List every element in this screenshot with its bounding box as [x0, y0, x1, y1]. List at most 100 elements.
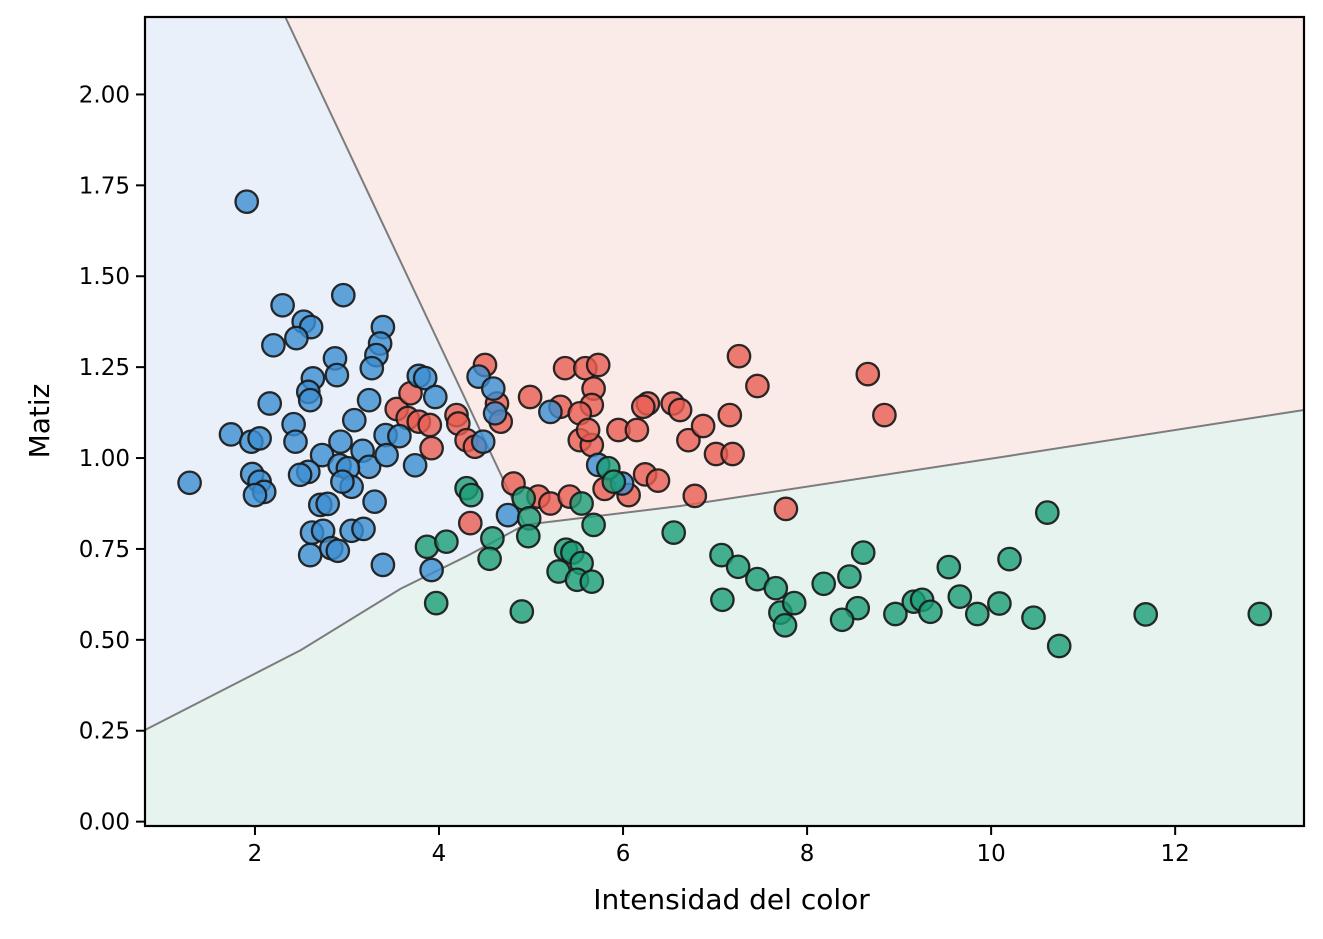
data-point-clase-azul — [270, 292, 295, 318]
data-point-clase-verde — [601, 469, 627, 495]
x-axis-label: Intensidad del color — [0, 886, 1323, 914]
y-tick-label: 1.00 — [79, 446, 130, 472]
data-point-clase-roja — [745, 373, 770, 399]
data-point-clase-roja — [855, 361, 881, 387]
x-axis-label-text: Intensidad del color — [593, 883, 870, 916]
data-point-clase-azul — [402, 452, 428, 478]
data-point-clase-azul — [480, 376, 506, 401]
data-point-clase-verde — [997, 546, 1022, 572]
data-point-clase-verde — [423, 590, 449, 616]
data-point-clase-verde — [1046, 633, 1072, 659]
y-tick-label: 0.75 — [79, 537, 130, 563]
data-point-clase-roja — [690, 413, 716, 439]
x-tick-label: 8 — [800, 841, 815, 867]
y-tick-label: 1.75 — [79, 173, 130, 199]
data-point-clase-roja — [630, 394, 656, 420]
data-point-clase-verde — [477, 546, 502, 572]
data-point-clase-verde — [661, 520, 687, 545]
data-point-clase-verde — [710, 587, 735, 613]
x-tick-label: 6 — [616, 841, 631, 867]
data-point-clase-azul — [177, 470, 202, 496]
data-point-clase-azul — [359, 355, 385, 381]
data-point-clase-azul — [283, 429, 308, 455]
x-tick-label: 10 — [976, 841, 1005, 867]
y-tick-label: 1.50 — [79, 264, 130, 290]
data-point-clase-verde — [579, 569, 605, 595]
data-point-clase-verde — [480, 526, 505, 551]
frontera-roja-verde — [524, 409, 1305, 526]
data-point-clase-verde — [1247, 601, 1273, 627]
data-point-clase-roja — [552, 355, 578, 381]
data-point-clase-verde — [987, 591, 1012, 616]
data-point-clase-verde — [458, 482, 484, 508]
x-tick-label: 4 — [432, 841, 447, 867]
y-tick-label: 2.00 — [79, 82, 130, 108]
y-tick-label: 1.25 — [79, 355, 130, 381]
data-point-clase-azul — [470, 429, 496, 455]
data-point-clase-azul — [422, 384, 448, 410]
x-tick-label: 2 — [248, 841, 263, 867]
data-point-clase-azul — [297, 387, 323, 413]
y-tick-label: 0.00 — [79, 810, 130, 836]
data-point-clase-verde — [772, 612, 798, 638]
data-point-clase-azul — [482, 400, 508, 426]
data-point-clase-verde — [781, 590, 807, 616]
data-point-clase-azul — [325, 538, 351, 564]
data-point-clase-azul — [412, 365, 438, 391]
data-point-clase-verde — [850, 540, 876, 565]
data-point-clase-verde — [709, 542, 734, 568]
data-point-clase-azul — [374, 442, 399, 468]
data-point-clase-verde — [837, 564, 862, 589]
data-point-clase-azul — [351, 516, 376, 542]
data-point-clase-verde — [725, 554, 751, 580]
data-point-clase-azul — [242, 482, 268, 508]
x-tick-label: 12 — [1161, 841, 1190, 867]
data-point-clase-roja — [575, 417, 601, 443]
data-point-clase-roja — [645, 468, 671, 493]
data-point-clase-azul — [341, 407, 367, 433]
data-point-clase-verde — [569, 491, 594, 516]
data-point-clase-roja — [720, 441, 745, 467]
data-point-clase-roja — [773, 496, 799, 522]
data-point-clase-roja — [417, 412, 443, 438]
data-point-clase-azul — [356, 387, 382, 413]
data-point-clase-verde — [515, 523, 541, 549]
data-point-clase-verde — [947, 584, 973, 609]
data-point-clase-roja — [624, 417, 650, 443]
data-point-clase-azul — [330, 282, 356, 308]
data-point-clase-verde — [829, 607, 855, 633]
data-point-clase-azul — [387, 423, 412, 449]
data-point-clase-azul — [257, 391, 283, 416]
data-point-clase-verde — [883, 601, 908, 627]
data-point-clase-roja — [717, 402, 743, 428]
data-point-clase-roja — [667, 397, 693, 423]
data-point-clase-azul — [538, 399, 563, 425]
data-point-clase-azul — [218, 422, 244, 447]
data-point-clase-azul — [284, 325, 309, 351]
data-point-clase-azul — [315, 491, 341, 517]
data-point-clase-verde — [509, 599, 535, 624]
data-point-clase-azul — [261, 332, 286, 358]
data-point-clase-azul — [234, 189, 260, 215]
data-point-clase-verde — [936, 554, 962, 580]
data-point-clase-roja — [419, 435, 444, 461]
data-point-clase-azul — [362, 489, 387, 515]
data-point-clase-roja — [682, 483, 708, 509]
data-point-clase-verde — [918, 599, 943, 625]
data-point-clase-azul — [247, 426, 272, 451]
axes-spines — [143, 15, 1306, 828]
data-point-clase-azul — [370, 552, 396, 578]
data-point-clase-roja — [872, 402, 897, 428]
data-point-clase-roja — [457, 510, 483, 536]
data-point-clase-verde — [763, 575, 789, 601]
y-tick-label: 0.50 — [79, 628, 130, 654]
data-point-clase-azul — [297, 542, 323, 568]
data-point-clase-verde — [581, 512, 606, 538]
region-clase-verde — [145, 410, 1304, 826]
data-point-clase-verde — [511, 486, 537, 511]
data-point-clase-azul — [330, 469, 355, 495]
data-point-clase-roja — [517, 384, 543, 410]
data-point-clase-azul — [324, 362, 350, 388]
data-point-clase-verde — [1021, 605, 1046, 631]
data-point-clase-verde — [811, 571, 837, 597]
